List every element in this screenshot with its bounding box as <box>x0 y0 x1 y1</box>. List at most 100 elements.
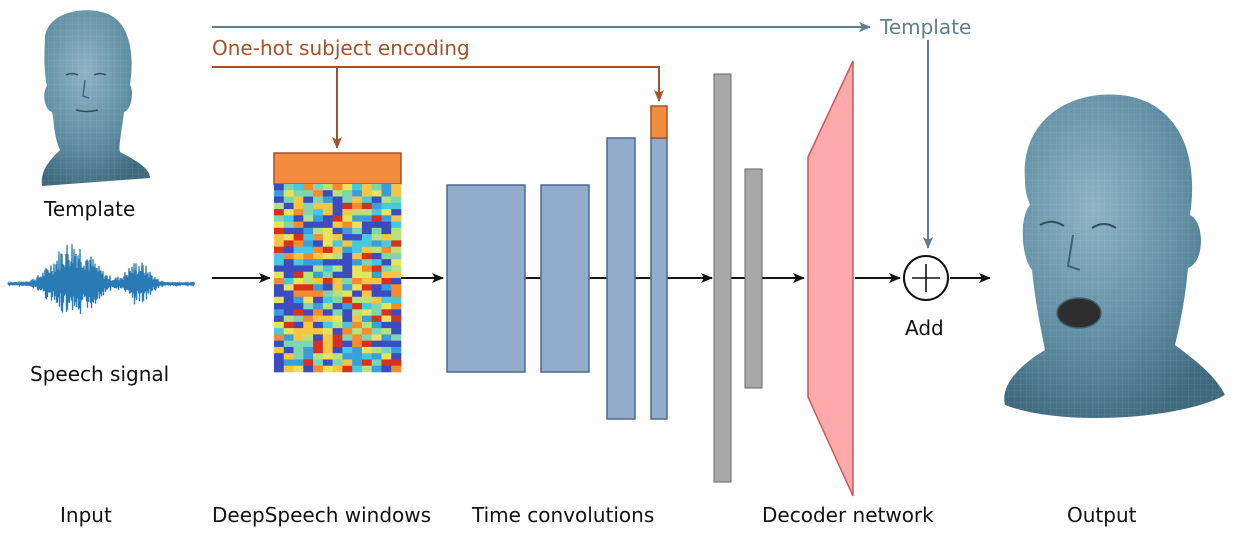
stage-label-decoder: Decoder network <box>762 503 934 527</box>
heatmap-cell <box>381 296 392 304</box>
heatmap-cell <box>342 296 353 304</box>
heatmap-cell <box>342 328 353 335</box>
heatmap-cell <box>313 321 324 329</box>
heatmap-cell <box>352 202 363 210</box>
heatmap-cell <box>391 227 402 235</box>
heatmap-cell <box>391 334 402 341</box>
heatmap-cell <box>371 365 382 373</box>
heatmap-cell <box>313 359 324 367</box>
heatmap-cell <box>293 271 304 279</box>
heatmap-cell <box>293 315 304 323</box>
heatmap-cell <box>371 221 382 229</box>
heatmap-cell <box>342 246 353 254</box>
heatmap-cell <box>381 190 392 197</box>
heatmap-cell <box>381 340 392 348</box>
heatmap-cell <box>303 315 314 323</box>
heatmap-cell <box>391 240 402 247</box>
heatmap-cell <box>361 259 372 266</box>
heatmap-cell <box>391 265 402 273</box>
heatmap-cell <box>391 359 402 367</box>
heatmap-cell <box>322 209 333 216</box>
heatmap-cell <box>371 340 382 348</box>
heatmap-cell <box>322 202 333 210</box>
heatmap-cell <box>332 340 343 348</box>
heatmap-cell <box>322 365 333 373</box>
heatmap-cell <box>322 215 333 222</box>
heatmap-cell <box>371 334 382 341</box>
heatmap-cell <box>381 365 392 373</box>
heatmap-cell <box>352 265 363 273</box>
speech-waveform-icon <box>7 244 196 315</box>
heatmap-cell <box>361 252 372 260</box>
heatmap-cell <box>361 328 372 335</box>
heatmap-cell <box>361 321 372 329</box>
heatmap-cell <box>322 196 333 204</box>
heatmap-cell <box>381 184 392 191</box>
heatmap-cell <box>303 303 314 310</box>
heatmap-cell <box>332 265 343 273</box>
heatmap-cell <box>293 246 304 254</box>
heatmap-cell <box>303 221 314 229</box>
heatmap-cell <box>293 196 304 204</box>
heatmap-cell <box>391 365 402 373</box>
heatmap-cell <box>293 353 304 360</box>
heatmap-cell <box>342 334 353 341</box>
template-label: Template <box>44 197 136 221</box>
heatmap-cell <box>342 284 353 291</box>
heatmap-cell <box>283 252 294 260</box>
heatmap-cell <box>283 271 294 279</box>
heatmap-cell <box>381 265 392 273</box>
heatmap-cell <box>342 340 353 348</box>
heatmap-cell <box>381 303 392 310</box>
heatmap-cell <box>332 259 343 266</box>
heatmap-cell <box>391 321 402 329</box>
heatmap-cell <box>361 246 372 254</box>
heatmap-cell <box>313 353 324 360</box>
heatmap-cell <box>274 234 285 241</box>
heatmap-cell <box>342 271 353 279</box>
heatmap-cell <box>371 190 382 197</box>
heatmap-cell <box>352 315 363 323</box>
heatmap-cell <box>303 246 314 254</box>
heatmap-cell <box>352 240 363 247</box>
heatmap-cell <box>371 202 382 210</box>
heatmap-cell <box>371 296 382 304</box>
heatmap-cell <box>293 328 304 335</box>
heatmap-cell <box>274 259 285 266</box>
heatmap-cell <box>322 315 333 323</box>
heatmap-cell <box>293 240 304 247</box>
heatmap-cell <box>361 209 372 216</box>
heatmap-cell <box>274 252 285 260</box>
heatmap-cell <box>332 215 343 222</box>
heatmap-cell <box>332 271 343 279</box>
heatmap-cell <box>381 227 392 235</box>
heatmap-cell <box>391 328 402 335</box>
heatmap-cell <box>293 321 304 329</box>
heatmap-cell <box>381 359 392 367</box>
heatmap-cell <box>352 221 363 229</box>
heatmap-cell <box>332 315 343 323</box>
heatmap-cell <box>352 340 363 348</box>
heatmap-cell <box>371 315 382 323</box>
heatmap-cell <box>303 184 314 191</box>
heatmap-cell <box>283 359 294 367</box>
deepspeech-window <box>273 152 402 373</box>
heatmap-cell <box>322 259 333 266</box>
heatmap-cell <box>342 221 353 229</box>
conv-layer-3 <box>606 137 636 420</box>
heatmap-cell <box>303 309 314 316</box>
heatmap-cell <box>352 303 363 310</box>
stage-label-output: Output <box>1067 503 1137 527</box>
heatmap-cell <box>274 359 285 367</box>
heatmap-cell <box>283 334 294 341</box>
heatmap-cell <box>391 271 402 279</box>
heatmap-cell <box>303 278 314 285</box>
heatmap-cell <box>322 227 333 235</box>
heatmap-cell <box>313 334 324 341</box>
heatmap-cell <box>371 321 382 329</box>
heatmap-cell <box>352 246 363 254</box>
heatmap-cell <box>322 278 333 285</box>
heatmap-cell <box>283 340 294 348</box>
heatmap-cell <box>303 202 314 210</box>
heatmap-cell <box>303 227 314 235</box>
